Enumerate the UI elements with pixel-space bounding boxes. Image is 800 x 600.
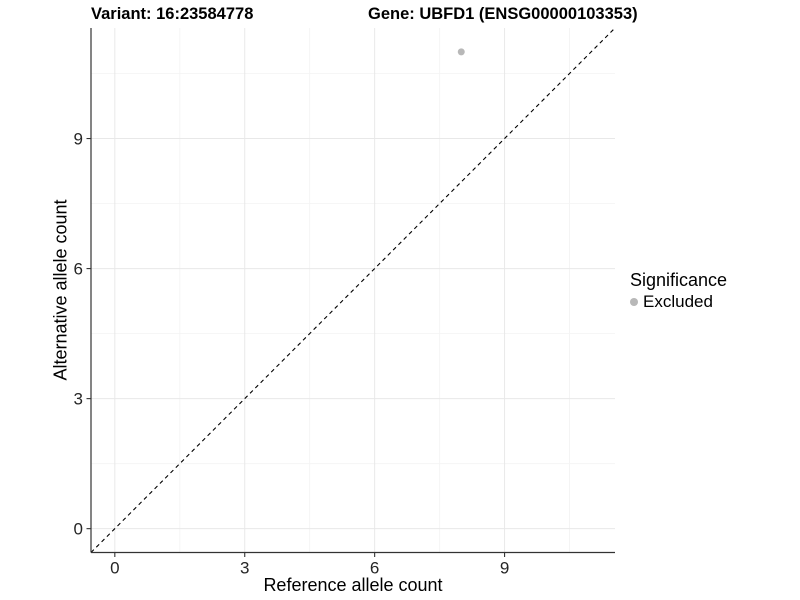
legend: Significance Excluded [630,270,727,312]
x-tick-label: 3 [240,559,249,578]
legend-item-excluded: Excluded [630,292,727,312]
legend-item-label: Excluded [643,292,713,311]
y-tick-label: 3 [74,390,83,409]
data-point [457,48,465,56]
excluded-point-swatch [630,298,638,306]
variant-title: Variant: 16:23584778 [91,5,254,23]
y-tick-label: 0 [74,520,83,539]
y-axis-title: Alternative allele count [50,199,71,381]
x-axis-title: Reference allele count [263,575,443,595]
x-tick-label: 6 [370,559,379,578]
x-tick-label: 0 [110,559,119,578]
y-tick-label: 6 [74,260,83,279]
gene-title: Gene: UBFD1 (ENSG00000103353) [368,5,638,23]
x-tick-label: 9 [500,559,509,578]
legend-title: Significance [630,270,728,290]
y-tick-label: 9 [74,130,83,149]
identity-line [90,27,616,553]
